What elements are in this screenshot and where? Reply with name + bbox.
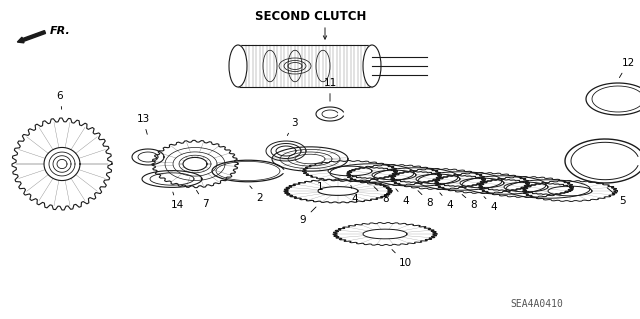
Text: 8: 8: [462, 195, 477, 210]
Text: 4: 4: [440, 193, 453, 210]
Ellipse shape: [363, 45, 381, 87]
Text: 2: 2: [250, 186, 263, 203]
Text: 12: 12: [620, 58, 635, 78]
Text: SECOND CLUTCH: SECOND CLUTCH: [255, 10, 366, 23]
Text: 5: 5: [607, 188, 627, 206]
Text: 6: 6: [57, 91, 63, 109]
Text: FR.: FR.: [50, 26, 71, 36]
Text: 7: 7: [196, 190, 208, 209]
Text: 8: 8: [418, 191, 433, 208]
Text: 10: 10: [392, 249, 412, 268]
Text: 4: 4: [484, 197, 497, 212]
FancyArrow shape: [17, 31, 45, 43]
Text: 4: 4: [396, 189, 410, 206]
Text: 4: 4: [351, 185, 358, 204]
Text: 13: 13: [136, 114, 150, 134]
Text: 1: 1: [312, 175, 323, 192]
Text: 8: 8: [374, 187, 389, 204]
Text: 14: 14: [170, 192, 184, 211]
Text: 11: 11: [323, 78, 337, 101]
Ellipse shape: [229, 45, 247, 87]
Text: 9: 9: [300, 207, 316, 225]
Text: 3: 3: [287, 118, 298, 136]
Text: SEA4A0410: SEA4A0410: [510, 299, 563, 309]
